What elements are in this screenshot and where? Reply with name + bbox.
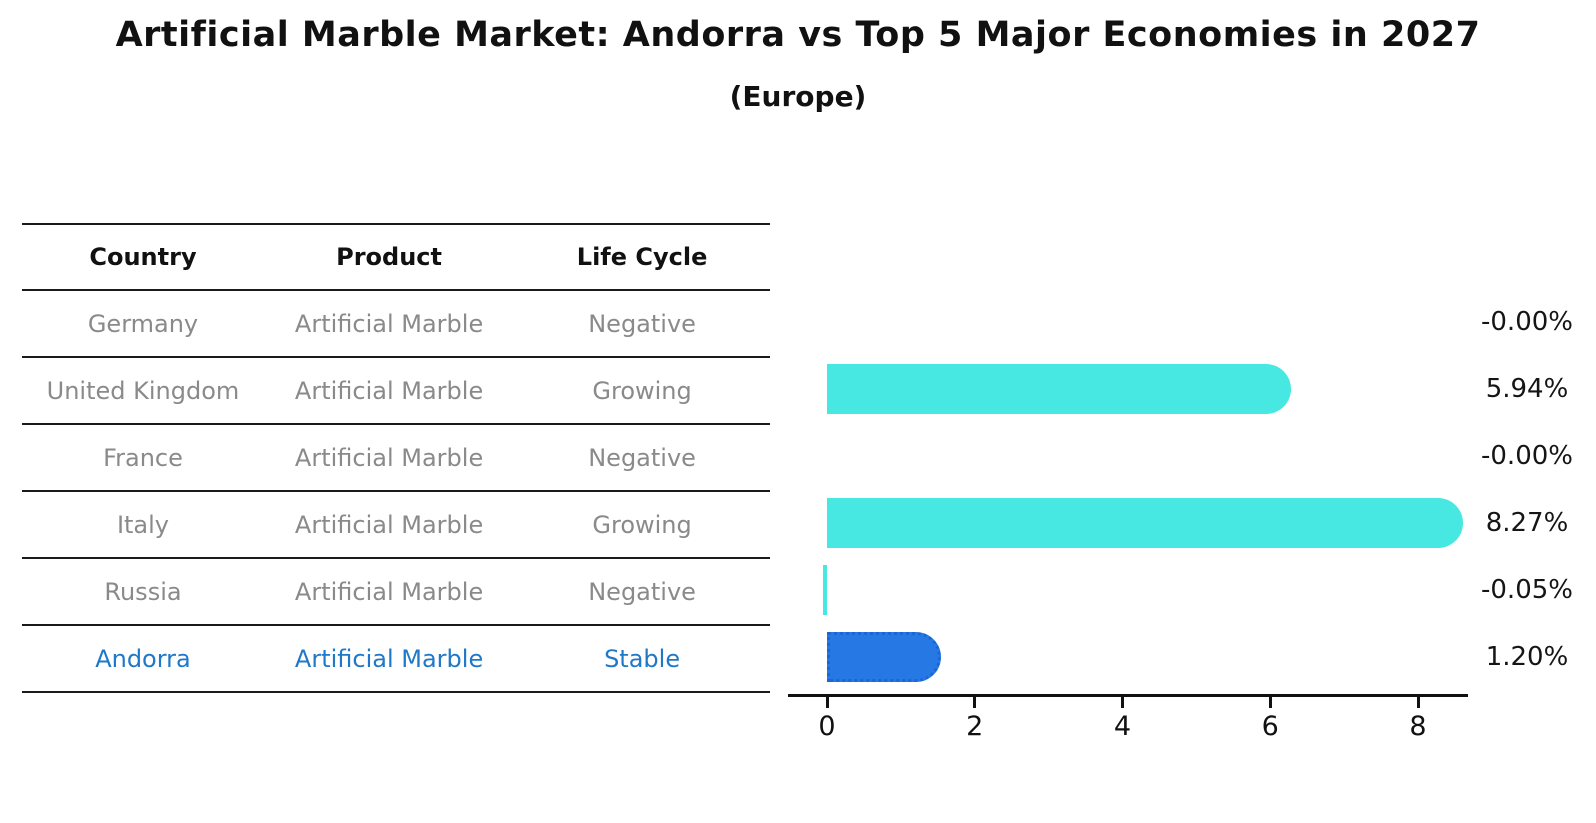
country-table: Country Product Life Cycle Germany Artif… <box>22 223 770 693</box>
country-cell: United Kingdom <box>46 376 240 405</box>
country-cell: Andorra <box>95 644 191 673</box>
chart-subtitle: (Europe) <box>729 80 867 113</box>
table-row-united-kingdom: United Kingdom Artificial Marble Growing <box>22 358 770 425</box>
x-axis-tick <box>1416 697 1420 708</box>
bar-russia <box>823 565 827 616</box>
table-row-russia: Russia Artificial Marble Negative <box>22 559 770 626</box>
life-cycle-cell: Growing <box>592 510 692 539</box>
value-label-germany: -0.00% <box>1481 307 1573 338</box>
product-cell: Artificial Marble <box>294 644 484 673</box>
x-axis-tick <box>1268 697 1272 708</box>
life-cycle-cell: Negative <box>588 577 696 606</box>
life-cycle-cell: Negative <box>588 443 696 472</box>
bar-italy <box>827 498 1463 549</box>
product-cell: Artificial Marble <box>294 577 484 606</box>
value-label-andorra: 1.20% <box>1485 641 1569 672</box>
product-cell: Artificial Marble <box>294 376 484 405</box>
chart-title: Artificial Marble Market: Andorra vs Top… <box>115 15 1481 55</box>
product-cell: Artificial Marble <box>294 510 484 539</box>
x-axis-tick-label: 4 <box>1113 711 1132 742</box>
bar-andorra <box>827 631 941 682</box>
x-axis-tick-label: 8 <box>1409 711 1427 742</box>
x-axis-tick-label: 2 <box>966 711 984 742</box>
x-axis-tick-label: 6 <box>1261 711 1279 742</box>
table-row-italy: Italy Artificial Marble Growing <box>22 492 770 559</box>
table-row-germany: Germany Artificial Marble Negative <box>22 291 770 358</box>
life-cycle-cell: Negative <box>588 309 696 338</box>
x-axis-line <box>788 694 1468 697</box>
column-header-country: Country <box>89 243 197 271</box>
bar-united-kingdom <box>827 364 1291 415</box>
value-label-france: -0.00% <box>1481 441 1573 472</box>
life-cycle-cell: Stable <box>604 644 681 673</box>
country-cell: France <box>103 443 183 472</box>
value-label-russia: -0.05% <box>1481 575 1573 606</box>
x-axis-tick <box>1121 697 1124 708</box>
country-cell: Russia <box>104 577 182 606</box>
x-axis-tick <box>825 697 829 708</box>
column-header-product: Product <box>336 243 443 271</box>
x-axis-tick-label: 0 <box>818 711 836 742</box>
column-header-life-cycle: Life Cycle <box>576 243 708 271</box>
country-cell: Italy <box>116 510 170 539</box>
value-label-italy: 8.27% <box>1485 508 1569 539</box>
table-row-france: France Artificial Marble Negative <box>22 425 770 492</box>
product-cell: Artificial Marble <box>294 309 484 338</box>
product-cell: Artificial Marble <box>294 443 484 472</box>
value-label-united-kingdom: 5.94% <box>1485 374 1569 405</box>
life-cycle-cell: Growing <box>592 376 692 405</box>
country-cell: Germany <box>87 309 199 338</box>
x-axis-tick <box>973 697 977 708</box>
table-row-andorra: Andorra Artificial Marble Stable <box>22 626 770 693</box>
table-header-row: Country Product Life Cycle <box>22 225 770 291</box>
